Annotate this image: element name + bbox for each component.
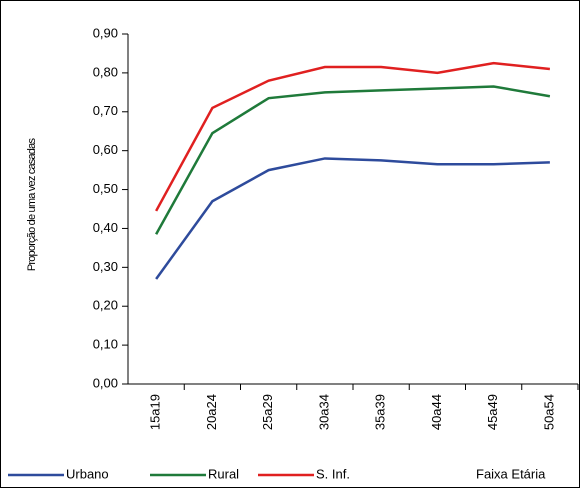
legend-label: S. Inf. bbox=[316, 466, 350, 481]
x-tick-label: 15a19 bbox=[148, 394, 163, 430]
x-tick-label: 50a54 bbox=[541, 394, 556, 430]
x-axis-label: Faixa Etária bbox=[476, 466, 546, 481]
x-tick-label: 35a39 bbox=[373, 394, 388, 430]
x-tick-label: 40a44 bbox=[429, 394, 444, 430]
y-tick-label: 0,60 bbox=[93, 142, 118, 157]
x-tick-label: 30a34 bbox=[316, 394, 331, 430]
series-line bbox=[155, 61, 551, 212]
x-tick-label: 25a29 bbox=[260, 394, 275, 430]
series-line bbox=[155, 85, 551, 235]
y-tick-label: 0,40 bbox=[93, 220, 118, 235]
x-tick-label: 20a24 bbox=[204, 394, 219, 430]
y-tick-label: 0,80 bbox=[93, 64, 118, 79]
y-tick-label: 0,10 bbox=[93, 337, 118, 352]
y-tick-label: 0,50 bbox=[93, 181, 118, 196]
x-tick-label: 45a49 bbox=[485, 394, 500, 430]
y-tick-label: 0,20 bbox=[93, 298, 118, 313]
y-tick-label: 0,00 bbox=[93, 375, 118, 390]
y-tick-label: 0,90 bbox=[93, 25, 118, 40]
legend-label: Rural bbox=[208, 466, 239, 481]
series-line bbox=[155, 157, 550, 280]
y-axis-label: Proporção de uma vez casadas bbox=[26, 138, 38, 272]
legend-label: Urbano bbox=[66, 466, 109, 481]
y-tick-label: 0,30 bbox=[93, 259, 118, 274]
y-tick-label: 0,70 bbox=[93, 103, 118, 118]
